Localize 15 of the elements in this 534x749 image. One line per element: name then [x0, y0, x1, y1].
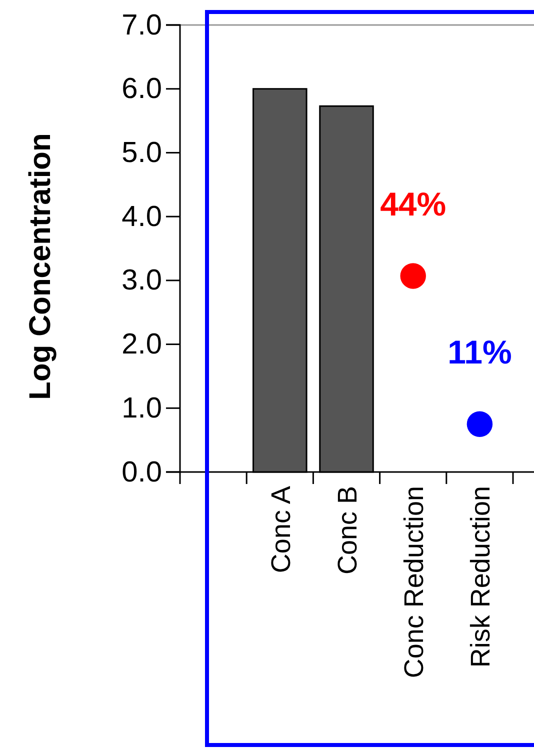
x-tick-label: Conc A: [266, 486, 296, 574]
y-tick-label: 4.0: [122, 200, 162, 233]
y-tick-label: 6.0: [122, 73, 162, 106]
y-tick-label: 1.0: [122, 392, 162, 424]
y-tick-label: 0.0: [122, 456, 162, 488]
y-tick-label: 7.0: [122, 9, 162, 42]
annotation: 11%: [448, 334, 512, 371]
x-tick-label: Risk Reduction: [466, 486, 496, 668]
y-axis-title: Log Concentration: [24, 133, 57, 400]
x-tick-label: Conc Reduction: [399, 486, 430, 678]
y-tick-label: 5.0: [122, 136, 162, 169]
annotation: 44%: [380, 186, 446, 223]
y-tick-label: 2.0: [122, 328, 162, 361]
x-tick-label: Conc B: [332, 486, 362, 575]
y-tick-label: 3.0: [122, 264, 162, 297]
